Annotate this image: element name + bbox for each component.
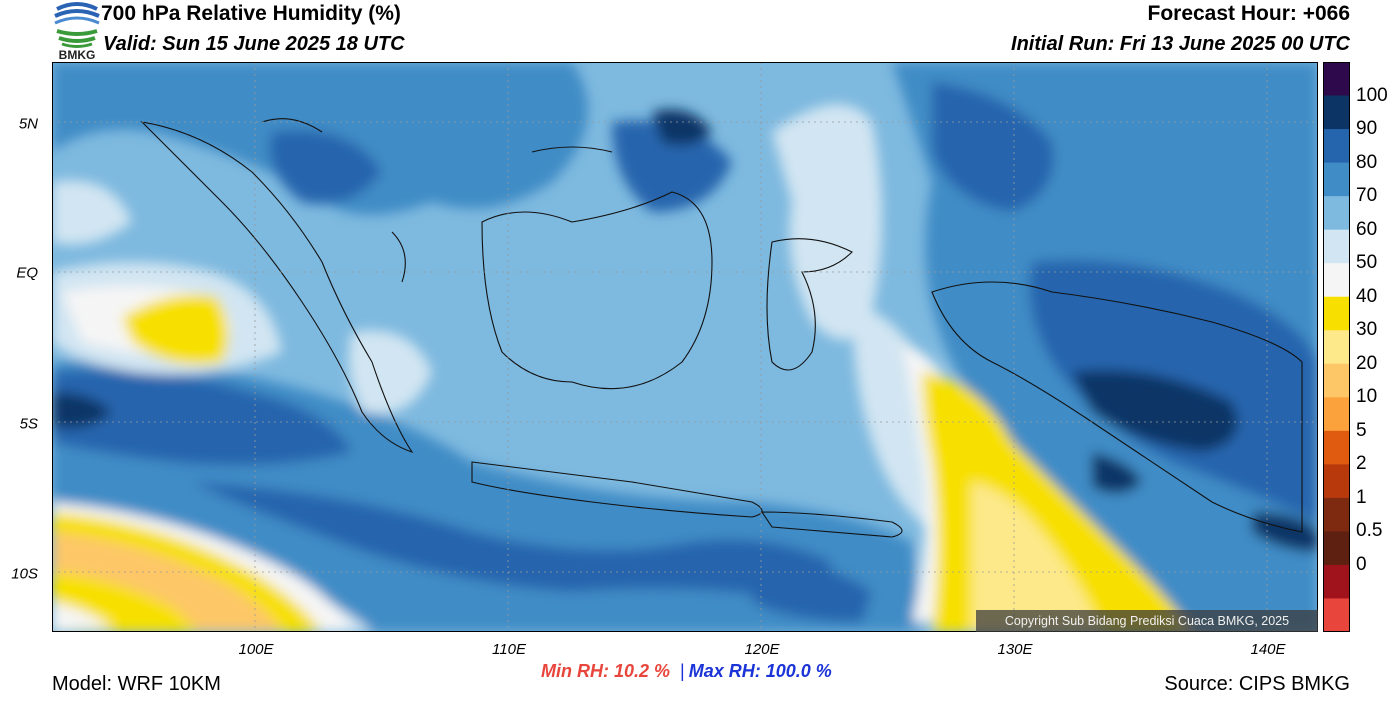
colorbar-segment — [1323, 363, 1350, 398]
colorbar-label: 40 — [1356, 285, 1378, 307]
min-rh: Min RH: 10.2 % — [541, 661, 671, 681]
lat-label-5n: 5N — [18, 115, 38, 133]
colorbar-segment — [1323, 330, 1350, 365]
colorbar-label: 60 — [1356, 218, 1378, 240]
colorbar-label: 0 — [1356, 553, 1367, 575]
colorbar-label: 90 — [1356, 118, 1378, 140]
model-info: Model: WRF 10KM — [52, 673, 221, 695]
colorbar-segment — [1323, 62, 1350, 97]
max-rh: Max RH: 100.0 % — [688, 661, 832, 681]
valid-time: Valid: Sun 15 June 2025 18 UTC — [103, 33, 405, 55]
lon-label-120e: 120E — [744, 641, 780, 658]
colorbar-label: 2 — [1356, 453, 1367, 475]
bmkg-logo: BMKG — [54, 2, 100, 61]
colorbar-label: 1 — [1356, 486, 1367, 508]
colorbar-segment — [1323, 95, 1350, 130]
source-info: Source: CIPS BMKG — [1164, 673, 1350, 695]
colorbar-segment — [1323, 229, 1350, 264]
lon-label-140e: 140E — [1250, 641, 1286, 658]
colorbar-segment — [1323, 430, 1350, 465]
colorbar-segment — [1323, 464, 1350, 499]
svg-text:BMKG: BMKG — [59, 48, 96, 61]
colorbar-label: 80 — [1356, 151, 1378, 173]
lat-label-10s: 10S — [11, 565, 38, 583]
lon-label-100e: 100E — [238, 641, 274, 658]
colorbar-segment — [1323, 397, 1350, 432]
humidity-map — [52, 62, 1318, 632]
colorbar-segment — [1323, 497, 1350, 532]
stats-separator: | — [680, 661, 685, 681]
colorbar-segment — [1323, 162, 1350, 197]
colorbar-segment — [1323, 564, 1350, 599]
colorbar-label: 10 — [1356, 386, 1378, 408]
map-title: 700 hPa Relative Humidity (%) — [101, 2, 401, 25]
colorbar-label: 100 — [1356, 84, 1388, 106]
lat-label-eq: EQ — [16, 264, 38, 282]
colorbar-segment — [1323, 531, 1350, 566]
colorbar-segment — [1323, 263, 1350, 298]
colorbar-label: 20 — [1356, 352, 1378, 374]
colorbar-segment — [1323, 196, 1350, 231]
colorbar-label: 0.5 — [1356, 520, 1383, 542]
lon-label-110e: 110E — [492, 641, 526, 658]
forecast-hour: Forecast Hour: +066 — [1147, 2, 1351, 25]
colorbar-label: 5 — [1356, 419, 1367, 441]
rh-stats: Min RH: 10.2 % | Max RH: 100.0 % — [541, 661, 832, 682]
colorbar-label: 70 — [1356, 185, 1378, 207]
colorbar — [1323, 62, 1350, 632]
colorbar-label: 50 — [1356, 252, 1378, 274]
lat-label-5s: 5S — [19, 415, 38, 433]
colorbar-segment — [1323, 129, 1350, 164]
colorbar-segment — [1323, 598, 1350, 632]
colorbar-segment — [1323, 296, 1350, 331]
initial-run: Initial Run: Fri 13 June 2025 00 UTC — [1011, 33, 1350, 55]
lon-label-130e: 130E — [997, 641, 1033, 658]
colorbar-label: 30 — [1356, 319, 1378, 341]
copyright-notice: Copyright Sub Bidang Prediksi Cuaca BMKG… — [976, 610, 1318, 632]
